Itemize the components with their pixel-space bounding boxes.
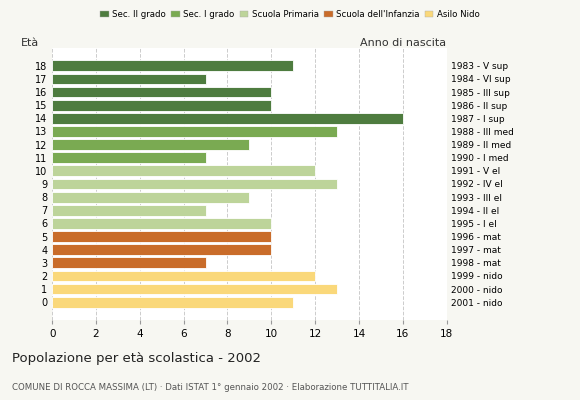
Bar (52, 100, 271, 110)
Bar (52, 87, 271, 98)
Bar (52, 113, 403, 124)
Bar (52, 270, 315, 281)
Bar (52, 139, 249, 150)
Bar (52, 244, 271, 255)
Text: Anno di nascita: Anno di nascita (361, 38, 447, 48)
Bar (52, 205, 205, 216)
Bar (52, 60, 293, 71)
Bar (52, 74, 205, 84)
Text: Popolazione per età scolastica - 2002: Popolazione per età scolastica - 2002 (12, 352, 260, 365)
Bar (52, 179, 337, 189)
Bar (52, 297, 293, 308)
Bar (52, 166, 315, 176)
Bar (52, 126, 337, 137)
Bar (52, 231, 271, 242)
Bar (52, 258, 205, 268)
Bar (52, 284, 337, 294)
Text: Età: Età (21, 38, 39, 48)
Bar (52, 218, 271, 229)
Bar (52, 192, 249, 202)
Legend: Sec. II grado, Sec. I grado, Scuola Primaria, Scuola dell'Infanzia, Asilo Nido: Sec. II grado, Sec. I grado, Scuola Prim… (97, 6, 483, 22)
Text: COMUNE DI ROCCA MASSIMA (LT) · Dati ISTAT 1° gennaio 2002 · Elaborazione TUTTITA: COMUNE DI ROCCA MASSIMA (LT) · Dati ISTA… (12, 383, 408, 392)
Bar (52, 152, 205, 163)
